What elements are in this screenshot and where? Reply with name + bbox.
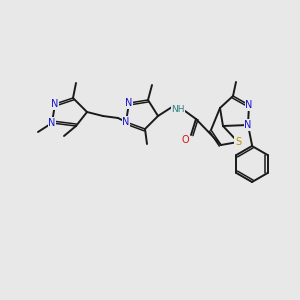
Text: N: N [122,117,130,127]
Text: NH: NH [171,104,185,113]
Text: O: O [181,135,189,145]
Text: S: S [235,137,241,147]
Text: N: N [244,120,252,130]
Text: N: N [48,118,56,128]
Text: N: N [125,98,133,108]
Text: N: N [51,99,59,109]
Text: N: N [245,100,253,110]
